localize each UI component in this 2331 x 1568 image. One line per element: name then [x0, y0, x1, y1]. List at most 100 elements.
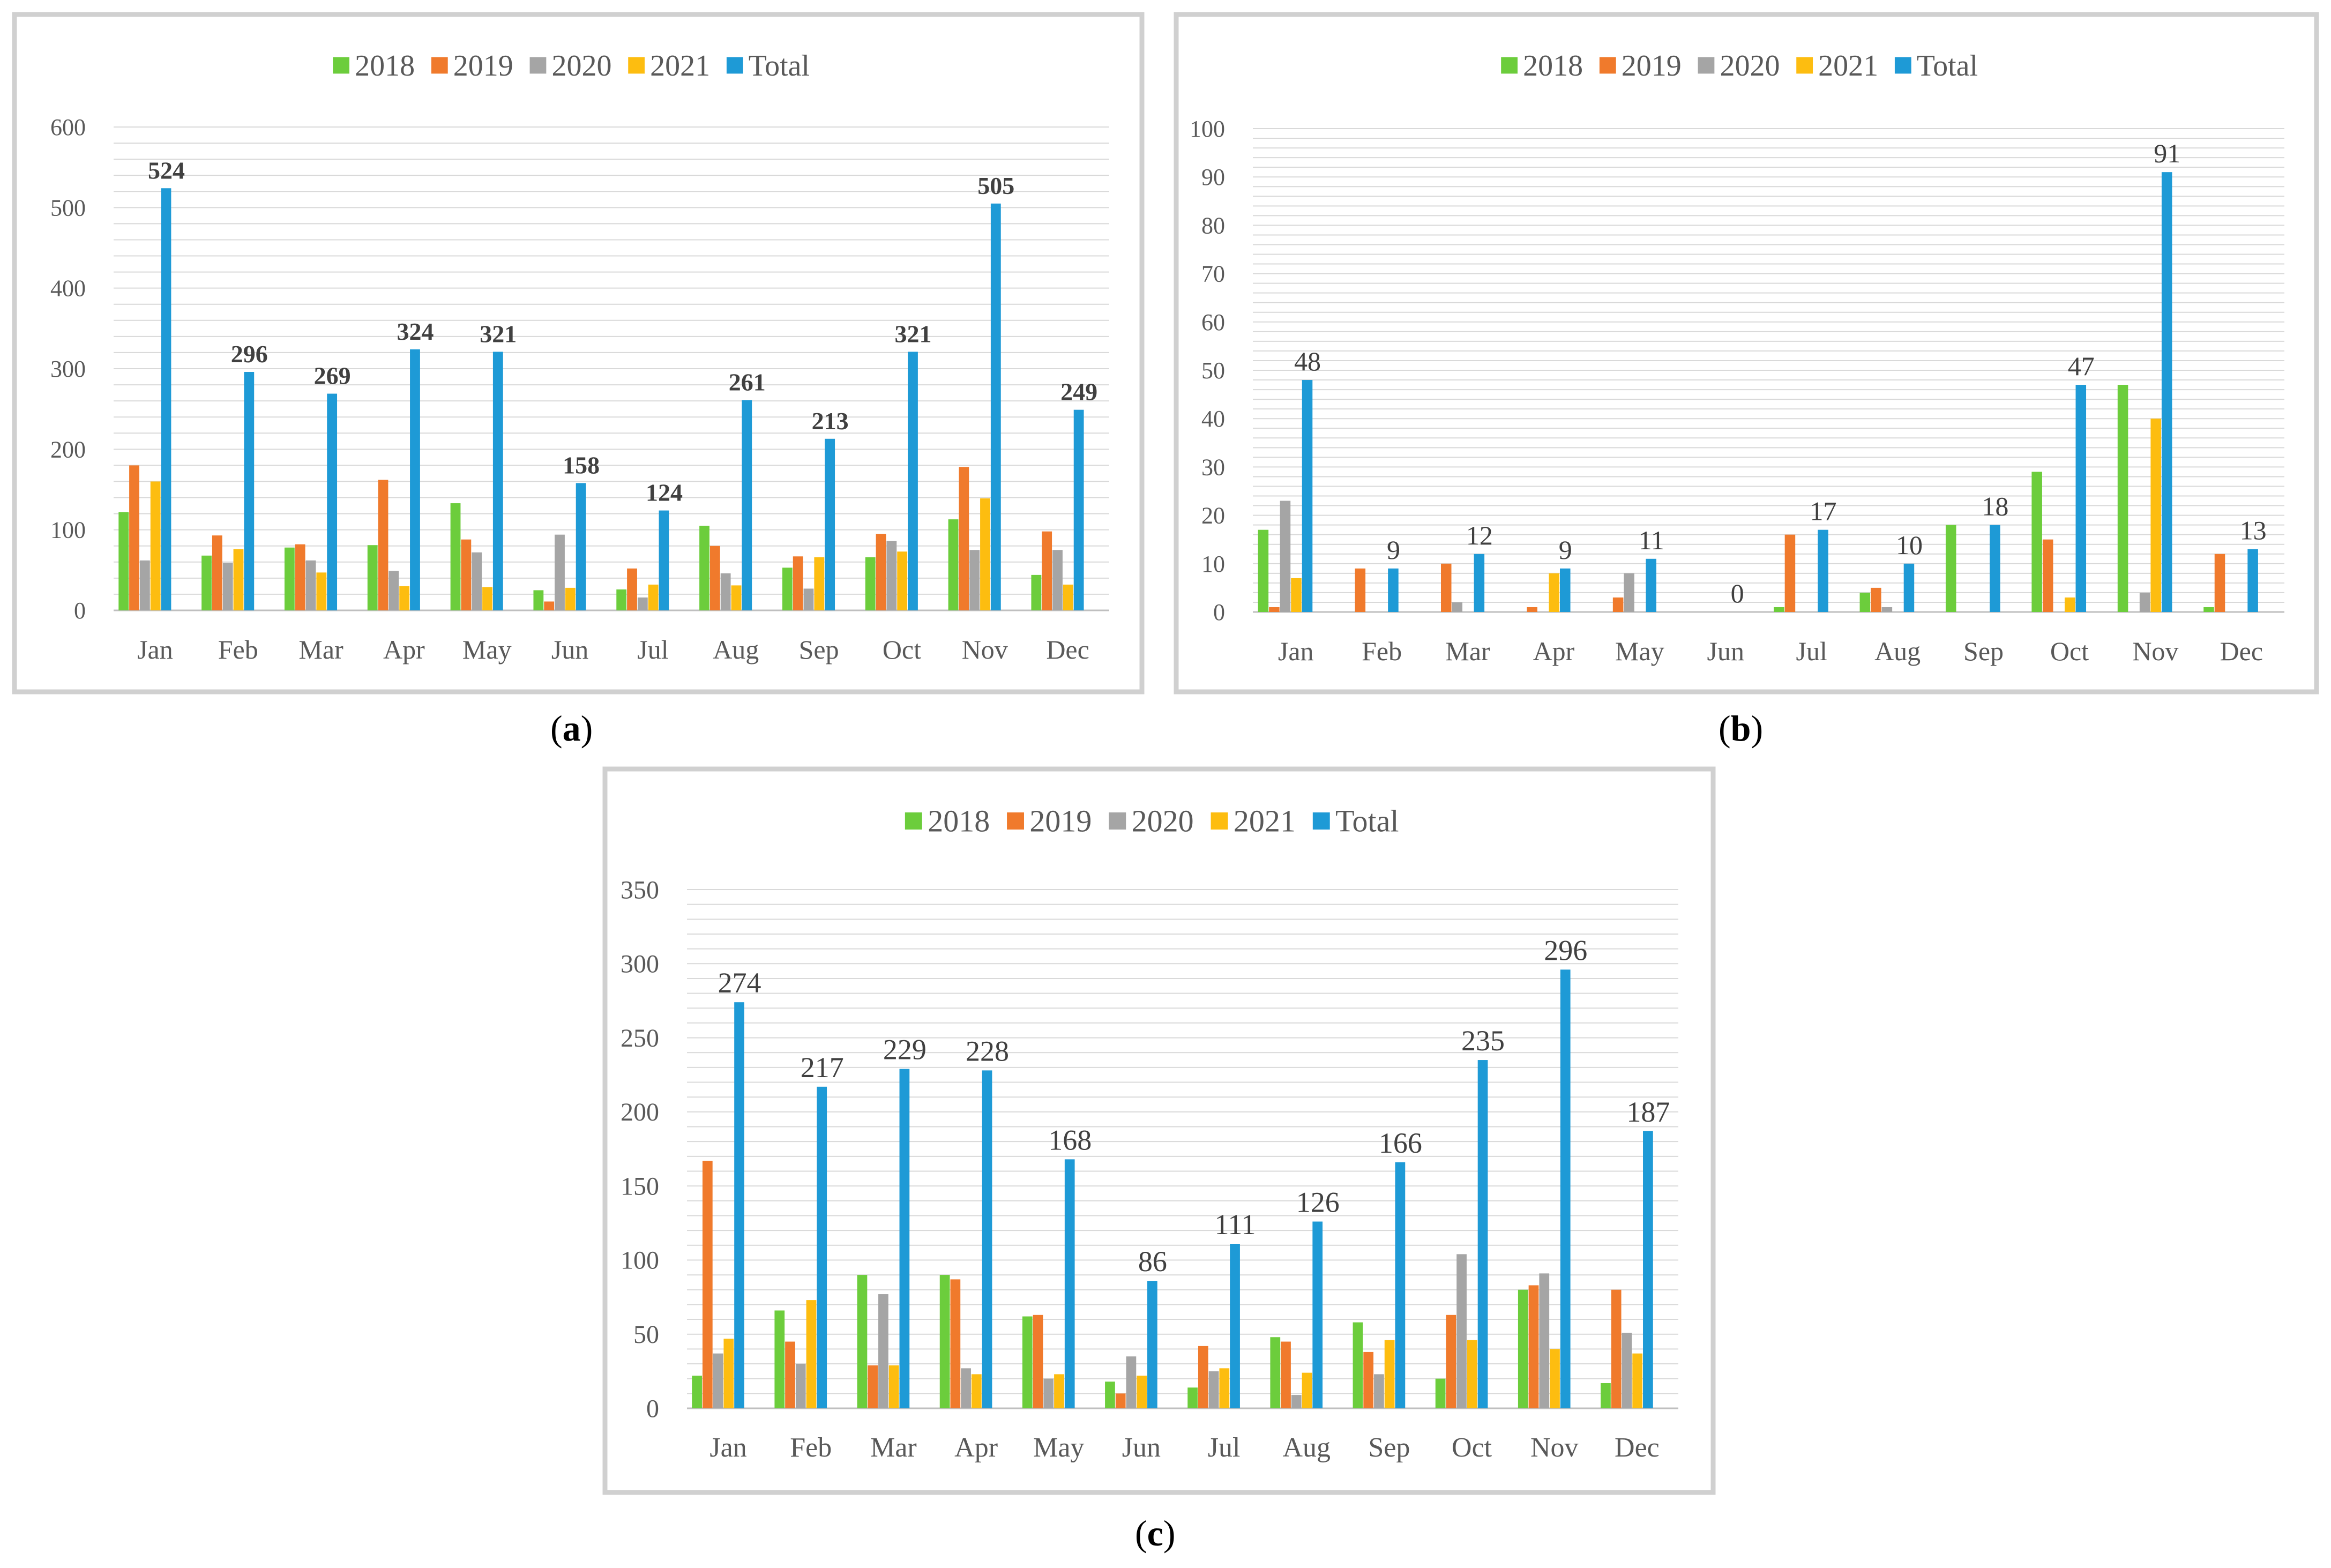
x-tick-label: May	[462, 634, 512, 664]
bar-2021-aug	[731, 585, 742, 610]
legend-swatch-2021	[1796, 57, 1813, 74]
bar-2019-apr	[378, 480, 388, 610]
bar-total-jul	[659, 510, 669, 610]
y-tick-label: 80	[1201, 212, 1225, 238]
data-label-total: 166	[1379, 1127, 1422, 1159]
data-label-total: 321	[480, 320, 517, 347]
bar-2019-feb	[1355, 568, 1366, 612]
bar-2018-nov	[2117, 385, 2128, 612]
bar-2021-aug	[1302, 1372, 1312, 1408]
x-tick-label: Apr	[383, 634, 425, 664]
chart-panel-a: 0 100 200 300 400 500 600 524 Jan 296 Feb 269 Mar 324…	[12, 12, 1145, 695]
bar-2018-dec	[2203, 607, 2214, 612]
x-tick-label: Jan	[1278, 636, 1314, 666]
y-tick-label: 0	[1213, 599, 1225, 625]
x-tick-label: Nov	[2132, 636, 2178, 666]
bar-2020-jun	[555, 534, 565, 610]
legend-swatch-total	[1894, 57, 1911, 74]
bar-total-sep	[1395, 1162, 1406, 1408]
bar-2019-apr	[950, 1279, 961, 1408]
bar-2019-feb	[785, 1341, 795, 1408]
data-label-total: 13	[2240, 516, 2267, 546]
chart-svg-b: 010203040506070809010048Jan9Feb12Mar9Apr…	[1174, 12, 2319, 695]
bar-2020-jan	[139, 560, 150, 610]
bar-total-nov	[2161, 172, 2172, 612]
y-tick-label: 50	[1201, 357, 1225, 384]
x-tick-label: Jan	[137, 634, 173, 664]
bar-2021-jan	[1291, 578, 1302, 612]
x-tick-label: Aug	[1282, 1432, 1331, 1463]
bar-2018-jan	[118, 512, 129, 610]
caption-c: (c)	[1135, 1513, 1176, 1554]
bar-2018-may	[1022, 1316, 1033, 1408]
data-label-total: 91	[2154, 138, 2180, 168]
x-tick-label: Mar	[298, 634, 343, 664]
bar-2020-mar	[1452, 602, 1463, 612]
legend-label-2020: 2020	[1720, 49, 1780, 83]
data-label-total: 187	[1626, 1096, 1670, 1128]
legend-label-total: Total	[749, 49, 810, 83]
data-label-total: 48	[1294, 346, 1321, 376]
bar-2021-jun	[565, 587, 576, 610]
bar-2018-oct	[2031, 472, 2042, 612]
bar-2021-may	[1054, 1374, 1064, 1408]
data-label-total: 324	[397, 318, 434, 345]
bar-2019-oct	[876, 534, 886, 610]
y-tick-label: 30	[1201, 454, 1225, 480]
x-tick-label: Aug	[1874, 636, 1921, 666]
legend-label-2021: 2021	[1234, 804, 1296, 839]
data-label-total: 228	[966, 1035, 1009, 1067]
bar-2019-sep	[1363, 1352, 1374, 1408]
bar-2020-sep	[1374, 1374, 1384, 1408]
bar-2020-aug	[1881, 607, 1893, 612]
y-tick-label: 200	[621, 1098, 659, 1126]
bar-2018-aug	[699, 526, 709, 610]
bar-2019-mar	[295, 544, 305, 610]
y-tick-label: 600	[50, 114, 86, 140]
x-tick-label: Oct	[883, 634, 921, 664]
bar-2020-jul	[1208, 1371, 1219, 1408]
bar-2020-nov	[2139, 592, 2150, 612]
x-tick-label: Jun	[551, 634, 588, 664]
bar-2019-nov	[959, 467, 969, 610]
bar-2018-dec	[1601, 1383, 1611, 1408]
bar-total-aug	[1903, 563, 1915, 612]
bar-total-jan	[734, 1002, 744, 1408]
chart-svg-c: 0 50 100 150 200 250 300 350 274 Jan 217 Feb 229 Mar 2…	[602, 766, 1716, 1495]
legend-swatch-2020	[529, 57, 547, 74]
bar-2018-jul	[1187, 1387, 1198, 1408]
bar-2019-nov	[1528, 1285, 1539, 1408]
bar-2019-aug	[1871, 587, 1881, 612]
caption-c-letter: c	[1147, 1513, 1163, 1554]
data-label-total: 126	[1296, 1186, 1340, 1219]
bar-total-mar	[1474, 554, 1485, 612]
bar-2021-jan	[723, 1339, 734, 1408]
bar-total-oct	[1477, 1060, 1488, 1408]
bar-2020-jun	[1126, 1356, 1137, 1408]
bar-total-mar	[899, 1069, 910, 1408]
bar-2021-apr	[1549, 573, 1560, 612]
bar-total-aug	[1312, 1221, 1323, 1408]
bar-2019-jan	[702, 1161, 713, 1408]
bar-2020-apr	[388, 571, 399, 610]
data-label-total: 86	[1138, 1245, 1167, 1278]
bar-2020-dec	[1622, 1332, 1632, 1408]
bar-2021-feb	[806, 1300, 817, 1408]
bar-2018-feb	[774, 1310, 785, 1408]
x-tick-label: Apr	[954, 1432, 998, 1463]
bar-2018-aug	[1270, 1337, 1281, 1408]
bar-2020-oct	[1456, 1254, 1467, 1408]
bar-2018-nov	[1518, 1289, 1528, 1408]
bar-2020-feb	[222, 563, 233, 610]
legend-label-2019: 2019	[453, 49, 513, 83]
legend-label-total: Total	[1917, 49, 1978, 83]
x-tick-label: Mar	[1445, 636, 1490, 666]
data-label-total: 249	[1060, 378, 1097, 406]
bar-2019-mar	[868, 1365, 878, 1408]
bar-2019-aug	[1281, 1341, 1291, 1408]
caption-a: (a)	[550, 708, 593, 749]
bar-2020-sep	[803, 588, 814, 610]
bar-2020-may	[1043, 1378, 1054, 1408]
y-tick-label: 10	[1201, 551, 1225, 577]
bar-total-jun	[1147, 1281, 1157, 1408]
